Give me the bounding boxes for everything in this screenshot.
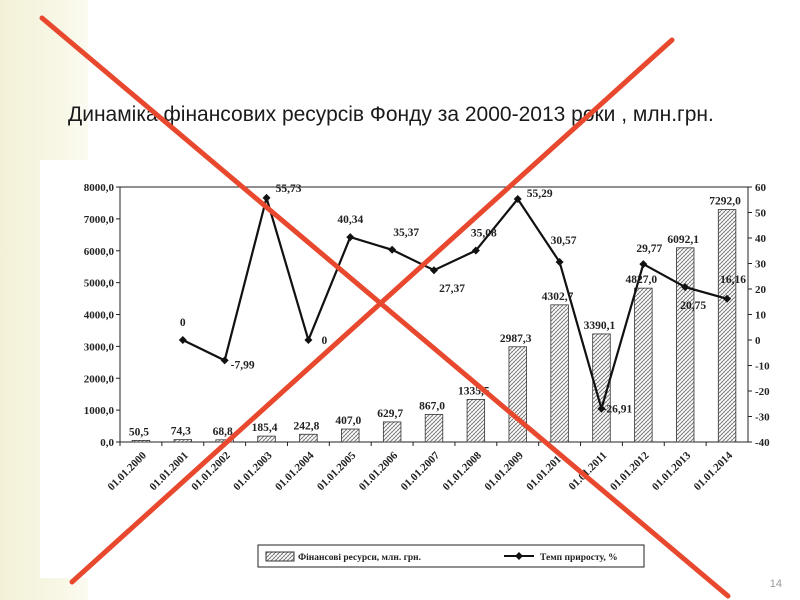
bar	[424, 413, 444, 443]
bar-value-label: 185,4	[252, 422, 278, 434]
line-value-label: 16,16	[720, 274, 746, 286]
x-tick-label: 01.01.2003	[231, 449, 275, 493]
bar-value-label: 407,0	[335, 415, 361, 427]
y-left-tick-label: 4000,0	[84, 310, 115, 322]
line-point	[388, 245, 397, 254]
bar	[131, 439, 151, 443]
bar	[173, 439, 192, 443]
y-left-tick-label: 6000,0	[84, 246, 115, 258]
line-value-label: 0	[322, 335, 328, 347]
bar-value-label: 74,3	[171, 426, 191, 438]
x-tick-label: 01.01.2012	[608, 449, 652, 493]
chart-container: 0,0 1000,0 2000,0 3000,0 4000,0 5000,0 6000,0 7…	[40, 160, 792, 578]
y-right-tick-label: -30	[755, 412, 770, 424]
bar-value-label: 242,8	[293, 420, 319, 432]
line-value-label: -7,99	[231, 359, 255, 371]
y-left-tick-label: 7000,0	[84, 214, 115, 226]
x-tick-label: 01.01.2007	[399, 449, 443, 493]
bar	[634, 287, 653, 443]
slide-number: 14	[769, 578, 782, 590]
line-value-label: 29,77	[636, 243, 662, 255]
y-left-tick-label: 5000,0	[84, 278, 115, 290]
line-value-label: 35,37	[393, 227, 419, 239]
y-right-tick-label: 30	[755, 259, 767, 271]
line-value-label: 27,37	[439, 283, 465, 295]
line-value-label: 30,57	[551, 235, 577, 247]
bar	[299, 433, 318, 443]
line-point	[430, 266, 438, 275]
bar	[466, 399, 486, 443]
x-tick-label: 01.01.2006	[357, 449, 401, 493]
line-value-label: 55,29	[527, 188, 553, 200]
line-value-label: 0	[180, 317, 186, 329]
bar	[676, 247, 695, 443]
x-tick-label: 01.01.2000	[106, 449, 150, 493]
line-point	[220, 356, 229, 365]
bar-value-label: 50,5	[129, 426, 149, 438]
y-right-tick-label: -40	[755, 437, 770, 449]
y-right-tick-label: 20	[755, 284, 767, 296]
line-value-label: 55,73	[276, 183, 302, 195]
line-point	[262, 193, 271, 202]
x-tick-label: 01.01.2013	[650, 449, 694, 493]
line-value-label: -26,91	[603, 404, 633, 416]
x-tick-label: 01.01.2014	[692, 449, 736, 493]
y-right-tick-label: 60	[755, 182, 767, 194]
bar-value-label: 6092,1	[667, 234, 699, 246]
line-value-label: 40,34	[337, 214, 363, 226]
x-tick-label: 01.01.2009	[482, 449, 526, 493]
combo-chart: 0,0 1000,0 2000,0 3000,0 4000,0 5000,0 6000,0 7…	[84, 182, 770, 568]
line-value-label: 35,08	[471, 228, 497, 240]
x-tick-label: 01.01.2002	[189, 449, 233, 493]
x-tick-label: 01.01.2011	[567, 450, 610, 493]
bar-value-label: 1335,5	[458, 385, 490, 397]
bar-value-label: 7292,0	[709, 196, 741, 208]
y-left-tick-label: 8000,0	[84, 182, 115, 194]
bar	[717, 209, 737, 443]
line-value-label: 20,75	[680, 300, 706, 312]
bar	[382, 421, 402, 443]
line-point	[304, 336, 313, 344]
x-tick-label: 01.01.2004	[273, 449, 317, 493]
y-right-tick-label: -10	[755, 361, 770, 373]
bar	[508, 346, 527, 443]
y-right-tick-label: 50	[755, 208, 767, 220]
bar-value-label: 4302,7	[542, 291, 574, 303]
y-right-tick-label: 10	[755, 310, 767, 322]
y-right-tick-label: 40	[755, 233, 767, 245]
bar	[341, 428, 360, 443]
legend-label-line: Темп приросту, %	[540, 553, 618, 563]
bar-value-label: 2987,3	[500, 333, 532, 345]
legend-swatch-bars	[265, 551, 295, 562]
y-left-tick-label: 1000,0	[84, 405, 115, 417]
bar-value-label: 3390,1	[584, 320, 616, 332]
chart-legend: Фінансові ресурси, млн. грн. Темп прирост…	[257, 544, 645, 568]
y-right-tick-label: -20	[755, 386, 770, 398]
bar	[550, 304, 569, 443]
y-left-tick-label: 2000,0	[84, 373, 115, 385]
y-right-tick-label: 0	[755, 335, 761, 347]
x-tick-label: 01.01.2010	[524, 449, 568, 493]
y-left-tick-label: 0,0	[100, 437, 114, 449]
y-left-tick-label: 3000,0	[84, 341, 115, 353]
bar-value-label: 68,8	[213, 426, 233, 438]
bar-value-label: 629,7	[377, 408, 403, 420]
x-tick-label: 01.01.2005	[315, 449, 359, 493]
bar-value-label: 867,0	[419, 400, 445, 412]
x-tick-label: 01.01.2008	[441, 449, 485, 493]
bar-value-label: 4827,0	[626, 274, 658, 286]
bar	[215, 439, 234, 443]
legend-label-bars: Фінансові ресурси, млн. грн.	[298, 552, 421, 563]
slide-title: Динаміка фінансових ресурсів Фонду за 20…	[68, 103, 714, 126]
line-point	[346, 233, 355, 242]
line-point	[639, 260, 648, 269]
bar	[257, 435, 276, 443]
line-point	[178, 336, 187, 344]
x-tick-label: 01.01.2001	[147, 450, 190, 493]
